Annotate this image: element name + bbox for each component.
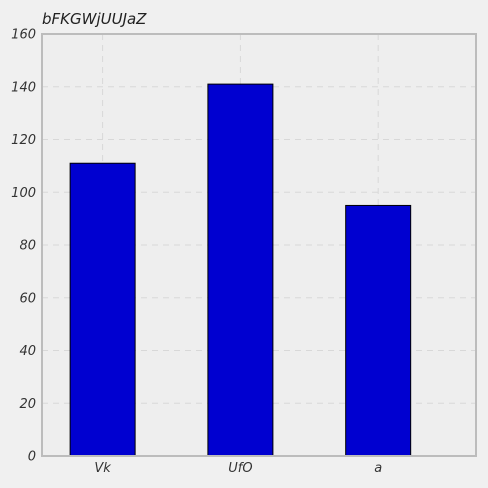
y-tick-label: 160 (11, 28, 36, 43)
bar-UfO (207, 83, 274, 457)
x-tick-label: Vk (94, 461, 111, 476)
y-tick-label: 100 (11, 186, 36, 201)
x-axis-ticks: Vk UfO a (94, 461, 382, 476)
y-tick-label: 40 (19, 344, 36, 359)
y-tick-label: 20 (19, 397, 36, 412)
y-tick-label: 120 (11, 133, 36, 148)
bar-a (345, 204, 412, 457)
y-axis-ticks: 0 20 40 60 80 100 120 140 160 (11, 28, 36, 465)
y-tick-label: 80 (19, 239, 36, 254)
chart-title: bFKGWjUUJaZ (42, 10, 147, 28)
y-tick-label: 60 (19, 291, 36, 306)
bars (69, 83, 412, 457)
y-tick-label: 140 (11, 80, 36, 95)
axes-border (41, 33, 477, 457)
x-tick-label: a (374, 461, 382, 476)
bar-Vk (69, 162, 136, 457)
x-tick-label: UfO (228, 461, 252, 476)
y-tick-label: 0 (28, 450, 36, 465)
